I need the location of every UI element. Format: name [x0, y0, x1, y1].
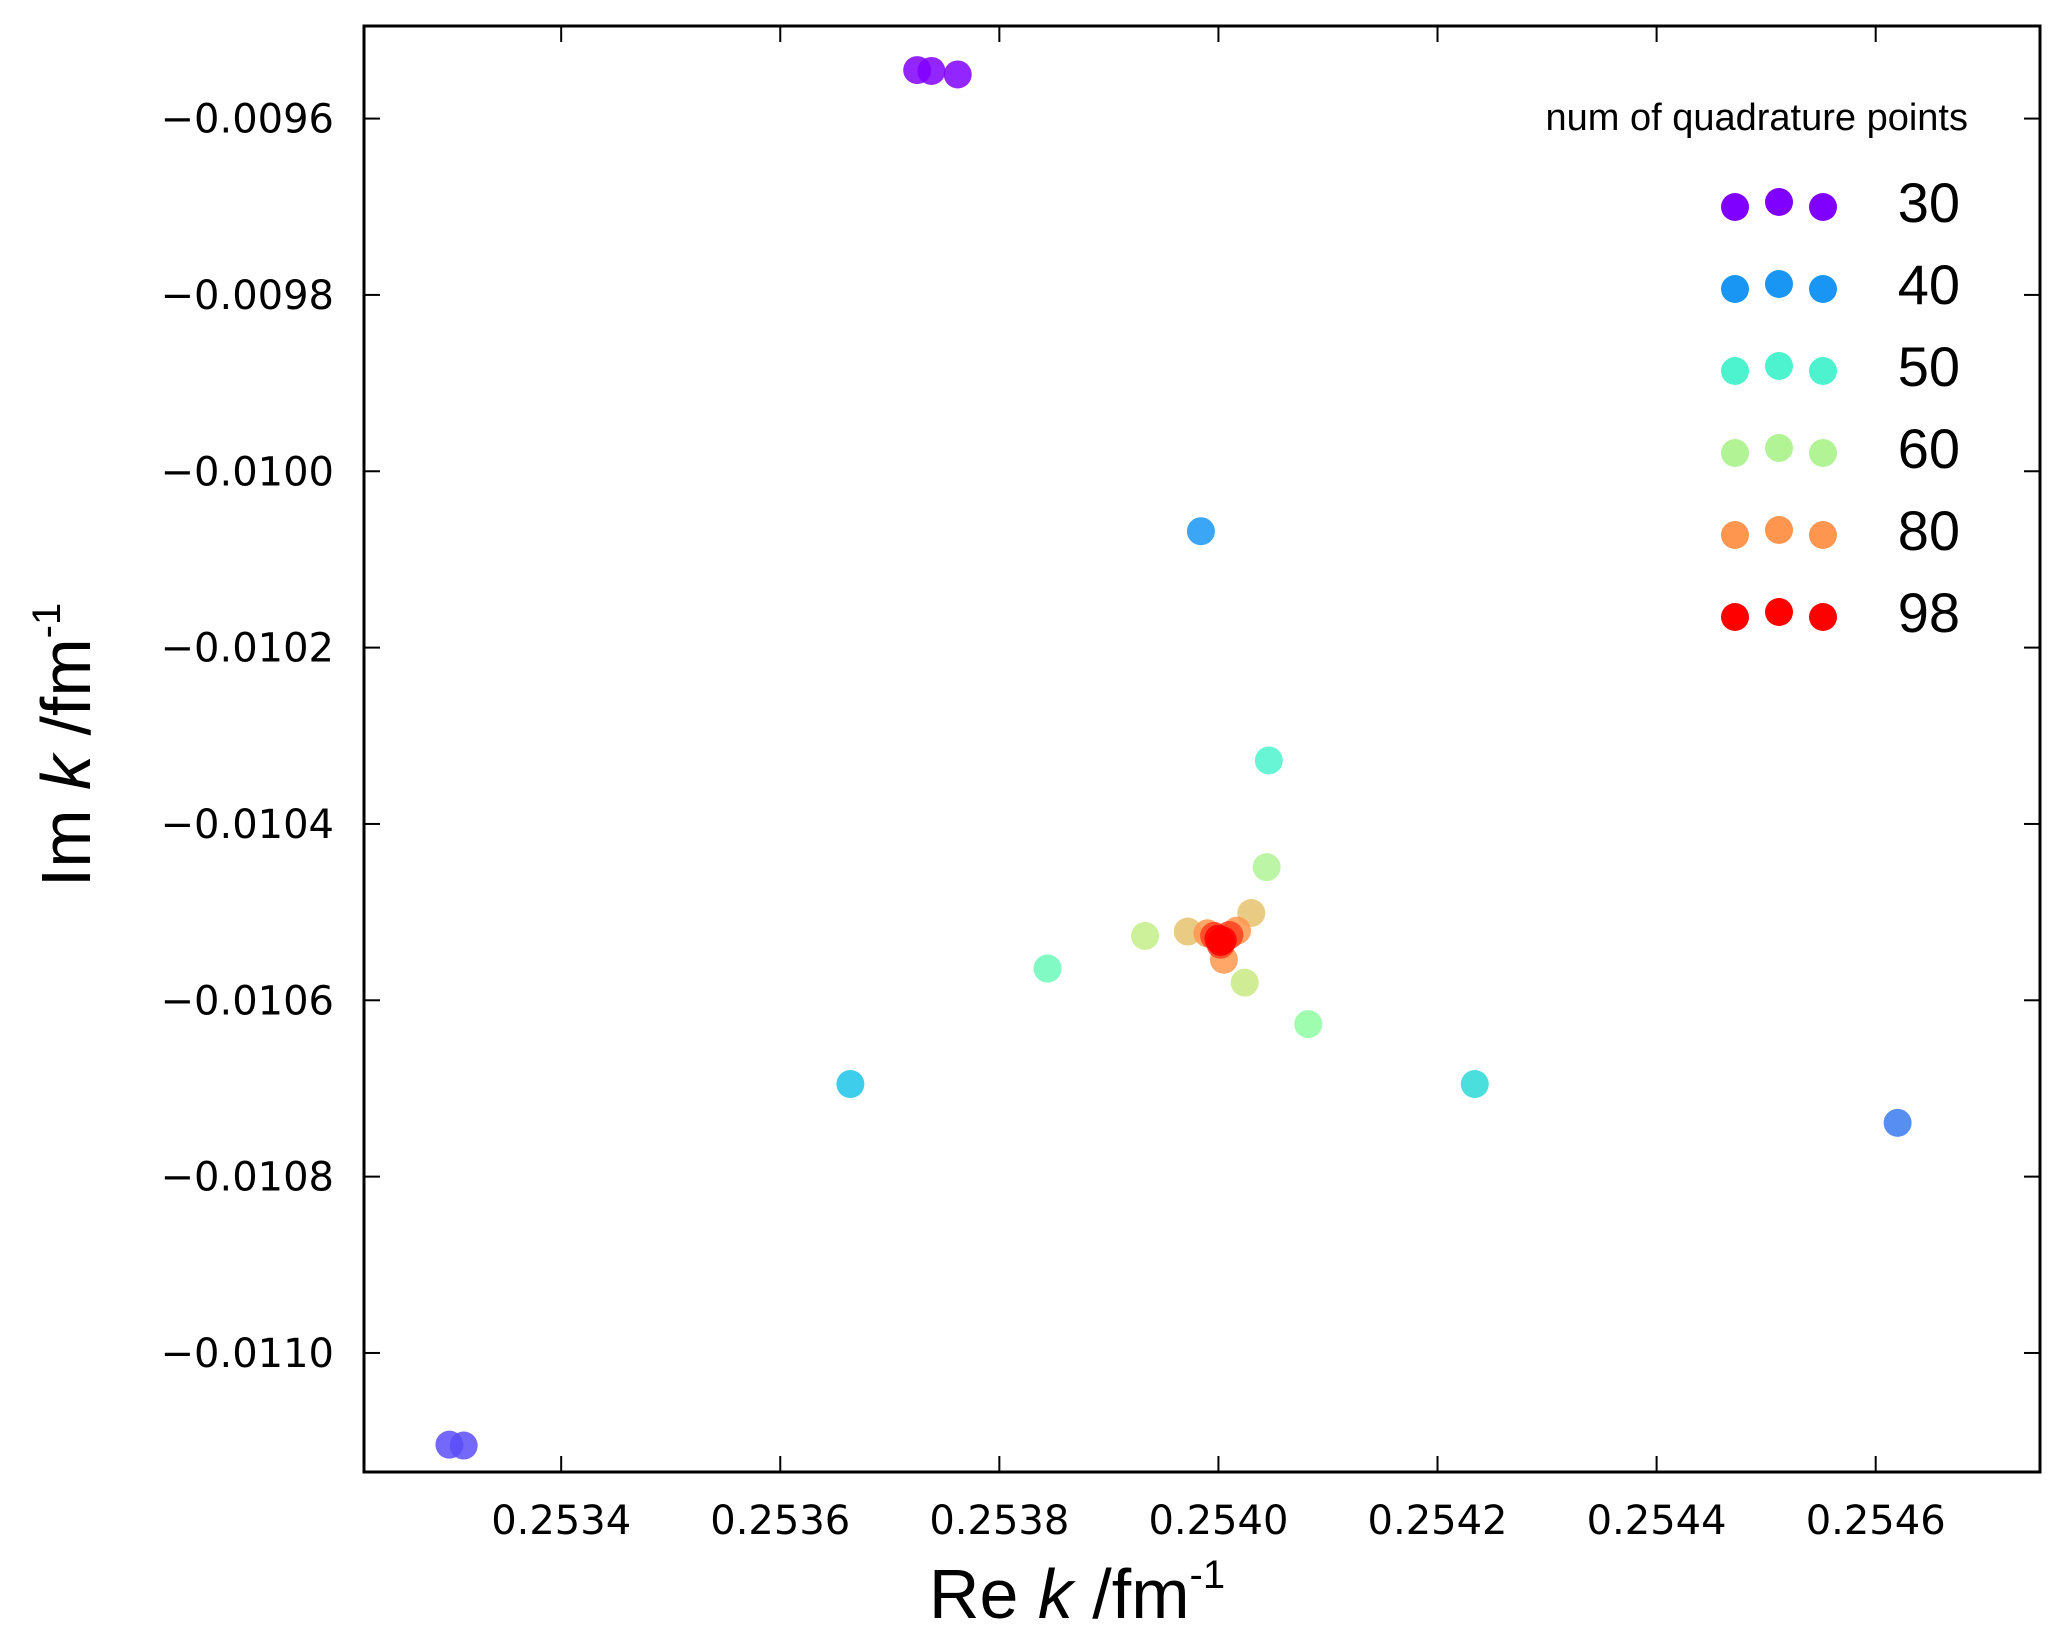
plot-frame	[362, 24, 2042, 1474]
legend-marker	[1765, 434, 1793, 462]
legend: num of quadrature points 30 40 50 60 80 98	[1546, 97, 1969, 644]
x-tick-label: 0.2540	[1148, 1498, 1288, 1544]
x-axis-title: Re k /fm-1	[929, 1553, 1225, 1633]
x-tick-label: 0.2544	[1587, 1498, 1727, 1544]
y-tick-label: −0.0102	[161, 626, 334, 672]
legend-entry: 80	[1721, 499, 1960, 562]
legend-marker	[1809, 439, 1837, 467]
legend-entry: 98	[1721, 581, 1960, 644]
axis-ticks	[364, 26, 2040, 1472]
legend-marker	[1765, 516, 1793, 544]
legend-entries: 30 40 50 60 80 98	[1721, 171, 1960, 644]
data-point	[1131, 921, 1160, 950]
data-point	[1460, 1070, 1489, 1099]
data-point	[449, 1431, 478, 1460]
x-tick-label: 0.2538	[929, 1498, 1069, 1544]
data-point	[1294, 1010, 1323, 1039]
legend-marker	[1721, 275, 1749, 303]
legend-entry: 60	[1721, 417, 1960, 480]
data-point	[1206, 928, 1235, 957]
data-points	[435, 56, 1912, 1460]
data-point	[1254, 746, 1283, 775]
legend-marker	[1765, 352, 1793, 380]
legend-marker	[1721, 603, 1749, 631]
data-point	[917, 56, 946, 85]
x-tick-label: 0.2546	[1806, 1498, 1946, 1544]
data-point	[1230, 968, 1259, 997]
legend-marker	[1721, 357, 1749, 385]
y-tick-label: −0.0110	[161, 1331, 334, 1377]
legend-label: 98	[1898, 581, 1960, 644]
legend-label: 40	[1898, 253, 1960, 316]
data-point	[1883, 1108, 1912, 1137]
legend-marker	[1809, 603, 1837, 631]
y-tick-label: −0.0100	[161, 449, 334, 495]
data-point	[1186, 517, 1215, 546]
data-point	[1033, 954, 1062, 983]
legend-entry: 30	[1721, 171, 1960, 234]
legend-label: 80	[1898, 499, 1960, 562]
legend-marker	[1765, 270, 1793, 298]
legend-entry: 40	[1721, 253, 1960, 316]
x-tick-labels: 0.2534 0.2536 0.2538 0.2540 0.2542 0.2544 0.25…	[491, 1498, 1945, 1544]
legend-marker	[1809, 521, 1837, 549]
legend-marker	[1809, 357, 1837, 385]
legend-title: num of quadrature points	[1546, 97, 1969, 139]
y-tick-labels: −0.0096 −0.0098 −0.0100 −0.0102 −0.0104 −0.01…	[161, 97, 334, 1377]
legend-marker	[1721, 193, 1749, 221]
legend-entry: 50	[1721, 335, 1960, 398]
y-axis-title: Im k /fm-1	[25, 603, 105, 887]
y-tick-label: −0.0096	[161, 97, 334, 143]
legend-marker	[1721, 439, 1749, 467]
legend-marker	[1765, 188, 1793, 216]
data-point	[943, 60, 972, 89]
data-point	[836, 1070, 865, 1099]
legend-label: 60	[1898, 417, 1960, 480]
legend-label: 30	[1898, 171, 1960, 234]
legend-label: 50	[1898, 335, 1960, 398]
x-tick-label: 0.2536	[710, 1498, 850, 1544]
legend-marker	[1809, 275, 1837, 303]
legend-marker	[1809, 193, 1837, 221]
legend-marker	[1765, 598, 1793, 626]
y-tick-label: −0.0108	[161, 1155, 334, 1201]
y-tick-label: −0.0098	[161, 273, 334, 319]
x-tick-label: 0.2534	[491, 1498, 631, 1544]
x-tick-label: 0.2542	[1368, 1498, 1508, 1544]
y-tick-label: −0.0106	[161, 978, 334, 1024]
legend-marker	[1721, 521, 1749, 549]
y-tick-label: −0.0104	[161, 802, 334, 848]
data-point	[1252, 853, 1281, 882]
